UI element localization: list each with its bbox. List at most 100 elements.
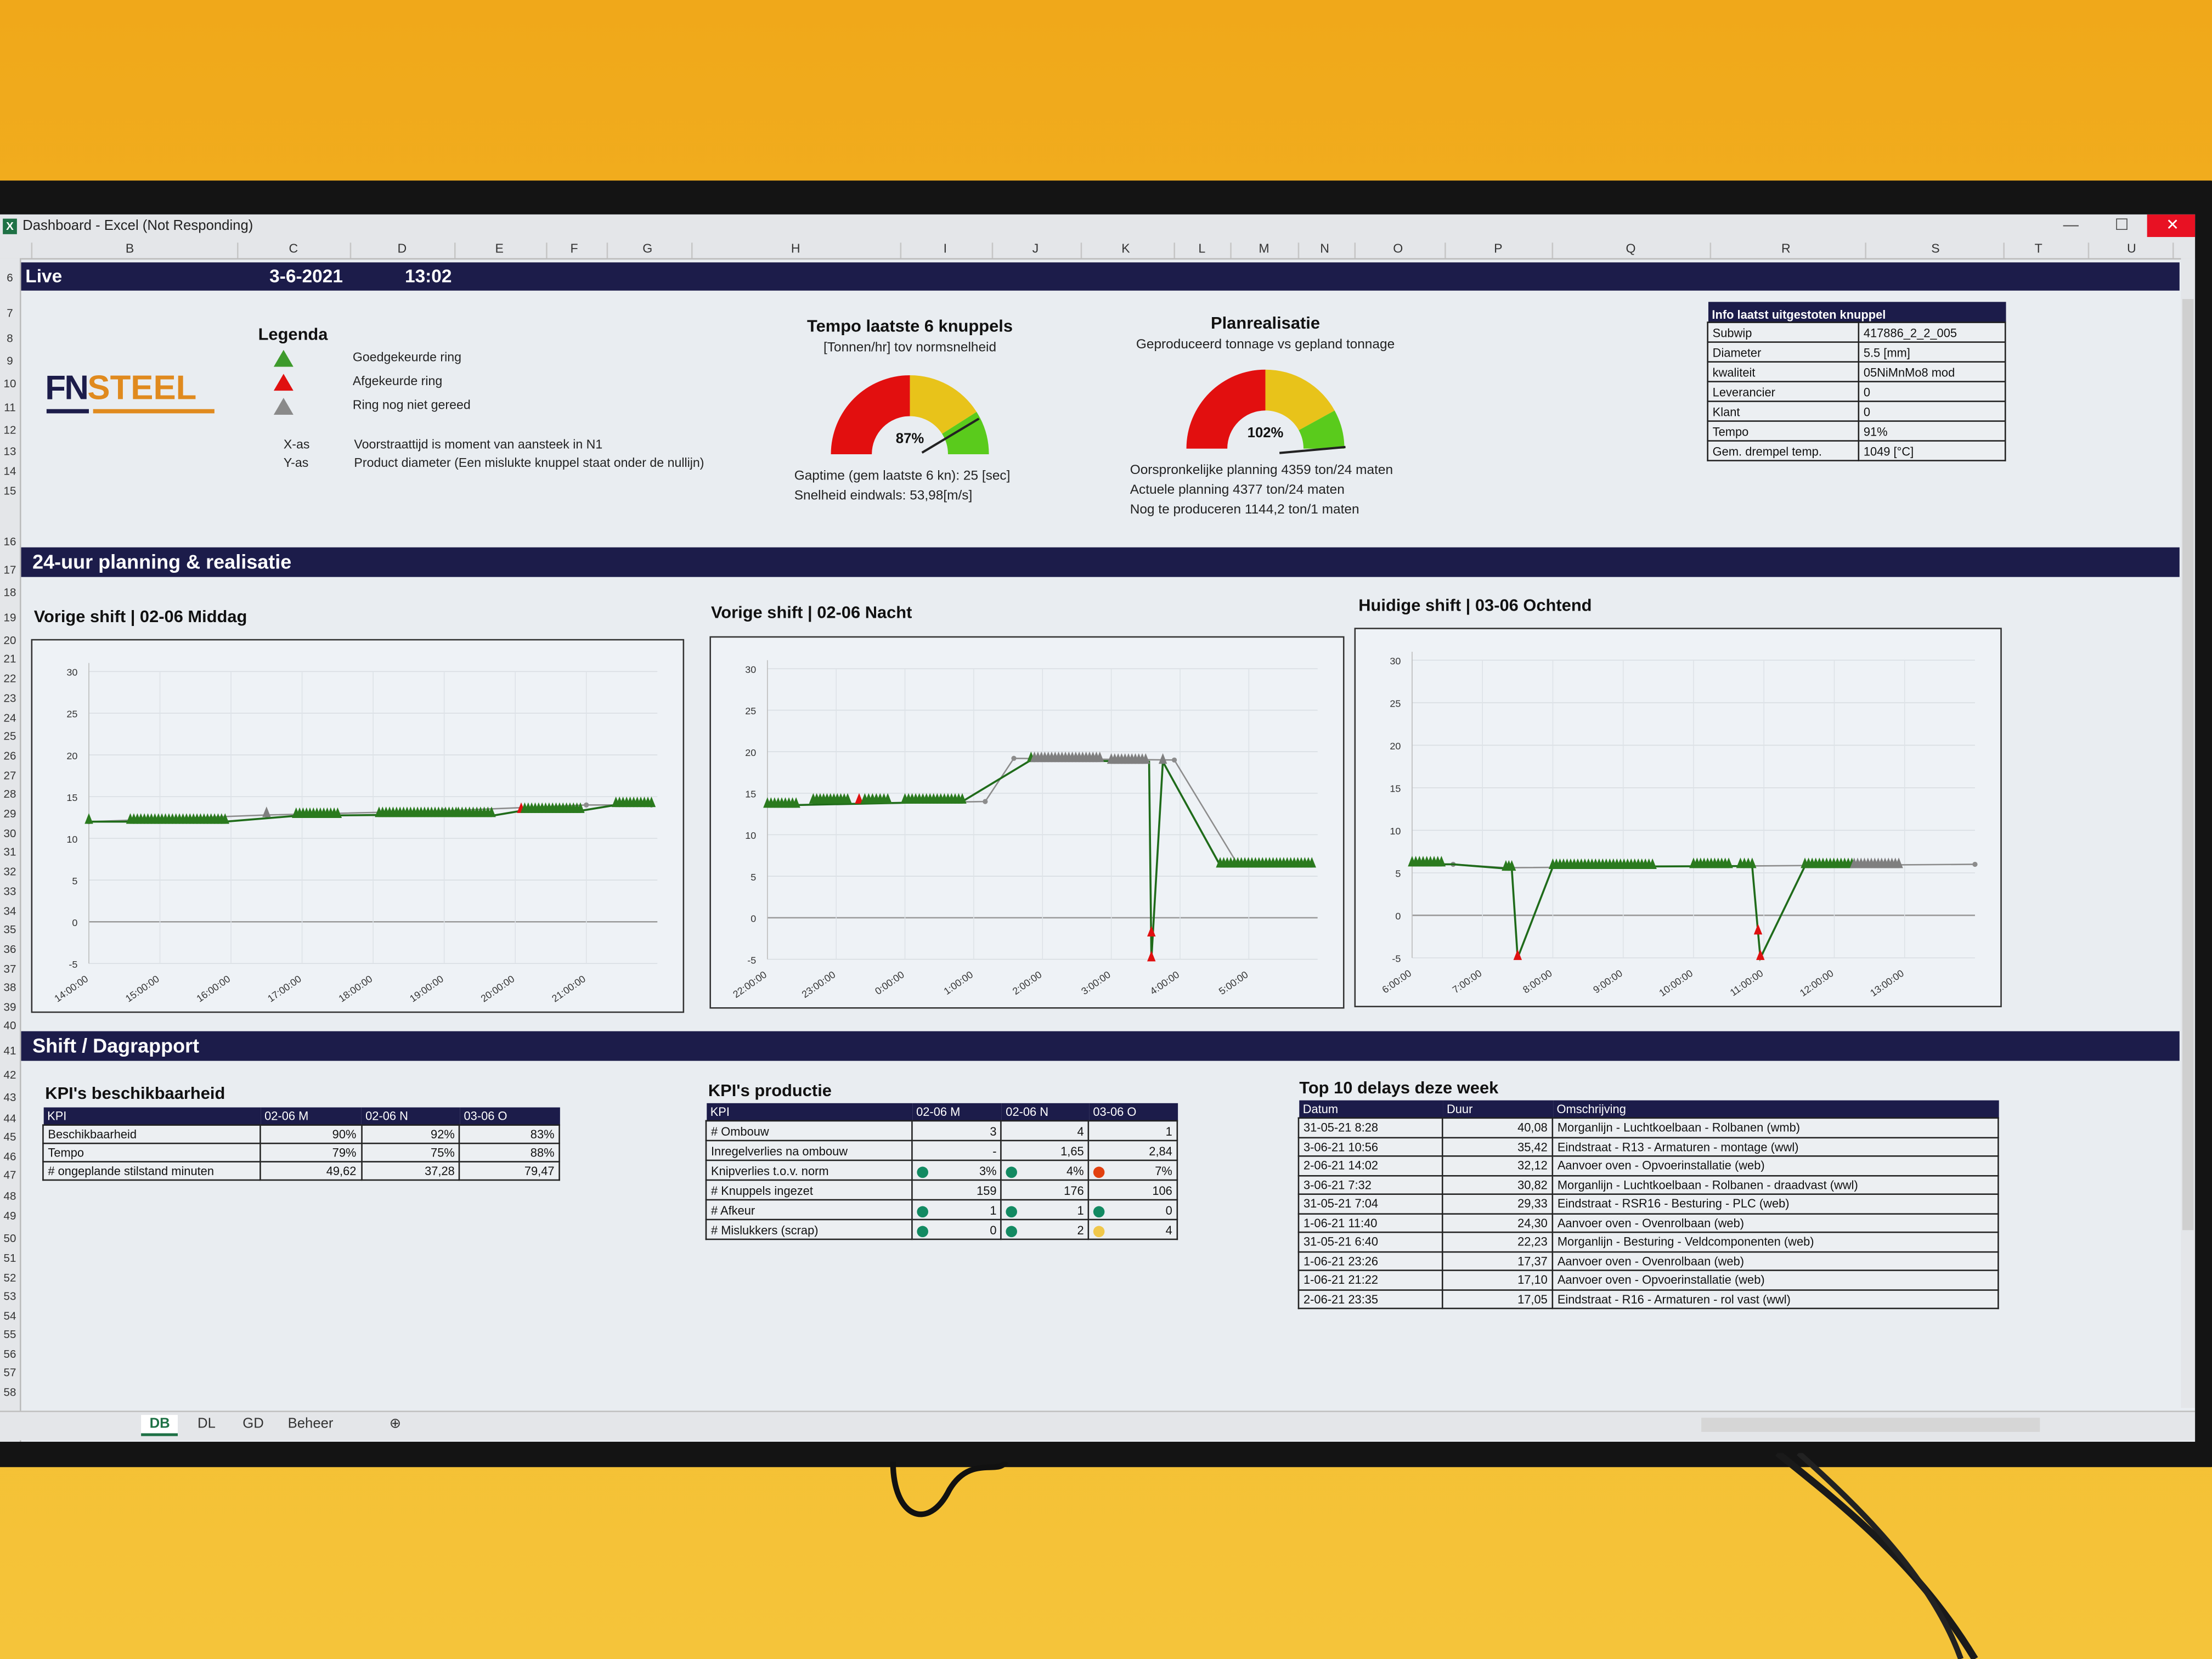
sheet-tab-gd[interactable]: GD xyxy=(242,1416,264,1432)
column-separator[interactable] xyxy=(546,242,548,258)
column-header[interactable]: K xyxy=(1121,241,1130,256)
info-value[interactable]: 05NiMnMo8 mod xyxy=(1858,361,2006,382)
row-header[interactable]: 43 xyxy=(3,1091,16,1104)
column-header[interactable]: G xyxy=(642,241,653,256)
row-header[interactable]: 44 xyxy=(3,1112,16,1125)
column-header[interactable]: P xyxy=(1494,241,1503,256)
column-header[interactable]: I xyxy=(943,241,947,256)
row-header[interactable]: 24 xyxy=(3,712,16,725)
delay-date[interactable]: 2-06-21 23:35 xyxy=(1297,1289,1443,1310)
column-separator[interactable] xyxy=(2087,242,2090,258)
info-value[interactable]: 5.5 [mm] xyxy=(1858,341,2006,363)
column-separator[interactable] xyxy=(236,242,239,258)
column-separator[interactable] xyxy=(1080,242,1082,258)
column-header[interactable]: F xyxy=(570,241,578,256)
kpi-cell[interactable]: 0 xyxy=(1088,1199,1178,1221)
row-header[interactable]: 30 xyxy=(3,827,16,840)
kpi-cell[interactable]: 176 xyxy=(1001,1179,1090,1201)
row-header[interactable]: 10 xyxy=(3,377,16,390)
delay-description[interactable]: Aanvoer oven - Opvoerinstallatie (web) xyxy=(1551,1269,1999,1290)
delay-date[interactable]: 1-06-21 21:22 xyxy=(1297,1269,1443,1290)
row-header[interactable]: 51 xyxy=(3,1252,16,1265)
row-header[interactable]: 41 xyxy=(3,1045,16,1058)
kpi-value[interactable]: 90% xyxy=(259,1124,362,1144)
info-value[interactable]: 1049 [°C] xyxy=(1858,440,2006,461)
kpi-value[interactable]: 83% xyxy=(459,1124,560,1144)
delay-duration[interactable]: 17,10 xyxy=(1441,1269,1554,1290)
row-header[interactable]: 31 xyxy=(3,845,16,859)
info-value[interactable]: 0 xyxy=(1858,381,2006,402)
delay-date[interactable]: 31-05-21 6:40 xyxy=(1297,1231,1443,1252)
kpi-value[interactable]: 79% xyxy=(259,1142,362,1163)
info-value[interactable]: 417886_2_2_005 xyxy=(1858,321,2006,343)
vertical-scrollbar-thumb[interactable] xyxy=(2182,299,2194,1231)
delay-date[interactable]: 3-06-21 10:56 xyxy=(1297,1136,1443,1157)
delay-description[interactable]: Morganlijn - Luchtkoelbaan - Rolbanen - … xyxy=(1551,1174,1999,1195)
kpi-cell[interactable]: 3% xyxy=(911,1159,1002,1181)
row-header[interactable]: 38 xyxy=(3,981,16,994)
column-header[interactable]: L xyxy=(1198,241,1206,256)
row-header[interactable]: 42 xyxy=(3,1068,16,1081)
row-header[interactable]: 18 xyxy=(3,586,16,599)
kpi-cell[interactable]: 159 xyxy=(911,1179,1002,1201)
delay-description[interactable]: Eindstraat - R13 - Armaturen - montage (… xyxy=(1551,1136,1999,1157)
row-header[interactable]: 47 xyxy=(3,1169,16,1182)
add-sheet-button[interactable]: ⊕ xyxy=(389,1416,402,1432)
column-separator[interactable] xyxy=(2172,242,2174,258)
row-header[interactable]: 36 xyxy=(3,943,16,956)
delay-date[interactable]: 1-06-21 23:26 xyxy=(1297,1250,1443,1271)
kpi-cell[interactable]: 106 xyxy=(1088,1179,1178,1201)
delay-duration[interactable]: 32,12 xyxy=(1441,1155,1554,1176)
delay-description[interactable]: Eindstraat - RSR16 - Besturing - PLC (we… xyxy=(1551,1193,1999,1214)
column-separator[interactable] xyxy=(1230,242,1232,258)
column-separator[interactable] xyxy=(1865,242,1866,258)
row-header[interactable]: 16 xyxy=(3,535,16,548)
row-header[interactable]: 12 xyxy=(3,424,16,437)
column-separator[interactable] xyxy=(991,242,994,258)
kpi-cell[interactable]: 1 xyxy=(911,1199,1002,1221)
row-header[interactable]: 23 xyxy=(3,692,16,705)
column-header[interactable]: B xyxy=(125,241,134,256)
row-header[interactable]: 39 xyxy=(3,1001,16,1014)
row-header[interactable]: 37 xyxy=(3,962,16,976)
row-header[interactable]: 9 xyxy=(7,354,13,368)
column-separator[interactable] xyxy=(454,242,456,258)
kpi-cell[interactable]: - xyxy=(911,1139,1002,1161)
row-header[interactable]: 6 xyxy=(7,271,13,285)
column-header[interactable]: J xyxy=(1032,241,1039,256)
row-header[interactable]: 48 xyxy=(3,1189,16,1203)
row-header[interactable]: 20 xyxy=(3,634,16,647)
sheet-tab-dl[interactable]: DL xyxy=(197,1416,216,1432)
row-header[interactable]: 17 xyxy=(3,563,16,577)
row-header[interactable]: 32 xyxy=(3,865,16,878)
kpi-cell[interactable]: 4 xyxy=(1001,1120,1090,1142)
kpi-value[interactable]: 49,62 xyxy=(259,1161,362,1181)
row-header[interactable]: 7 xyxy=(7,307,13,320)
column-header[interactable]: C xyxy=(289,241,298,256)
row-header[interactable]: 21 xyxy=(3,652,16,665)
delay-description[interactable]: Morganlijn - Besturing - Veldcomponenten… xyxy=(1551,1231,1999,1252)
delay-description[interactable]: Eindstraat - R16 - Armaturen - rol vast … xyxy=(1551,1289,1999,1310)
kpi-cell[interactable]: 2,84 xyxy=(1088,1139,1178,1161)
delay-duration[interactable]: 35,42 xyxy=(1441,1136,1554,1157)
row-header[interactable]: 14 xyxy=(3,465,16,478)
column-header[interactable]: U xyxy=(2127,241,2136,256)
row-header[interactable]: 13 xyxy=(3,445,16,458)
kpi-cell[interactable]: 4% xyxy=(1001,1159,1090,1181)
delay-duration[interactable]: 29,33 xyxy=(1441,1193,1554,1214)
row-header[interactable]: 57 xyxy=(3,1366,16,1379)
maximize-button[interactable]: ☐ xyxy=(2114,217,2129,234)
delay-date[interactable]: 1-06-21 11:40 xyxy=(1297,1212,1443,1233)
column-header[interactable]: T xyxy=(2034,241,2042,256)
delay-duration[interactable]: 17,37 xyxy=(1441,1250,1554,1271)
row-header[interactable]: 27 xyxy=(3,769,16,782)
column-header[interactable]: H xyxy=(791,241,800,256)
column-separator[interactable] xyxy=(349,242,352,258)
kpi-cell[interactable]: 1 xyxy=(1088,1120,1178,1142)
sheet-tab-beheer[interactable]: Beheer xyxy=(287,1416,334,1432)
close-button[interactable]: ✕ xyxy=(2147,214,2196,237)
column-separator[interactable] xyxy=(691,242,693,258)
kpi-value[interactable]: 37,28 xyxy=(360,1161,461,1181)
kpi-value[interactable]: 75% xyxy=(360,1142,461,1163)
row-header[interactable]: 55 xyxy=(3,1328,16,1341)
